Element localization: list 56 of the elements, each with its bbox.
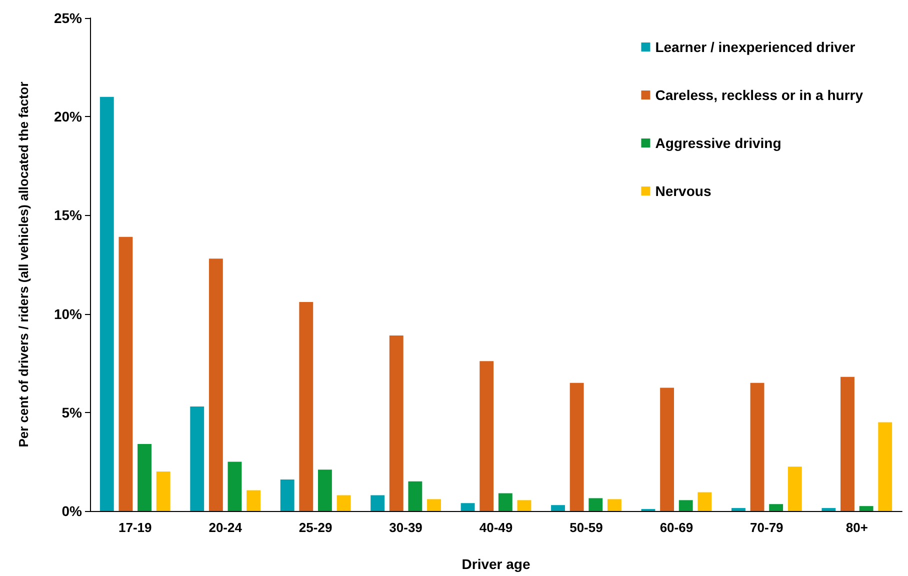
bar: [118, 236, 133, 511]
bar: [480, 361, 494, 511]
x-tick-label: 20-24: [208, 520, 243, 535]
bar: [678, 500, 693, 511]
bar: [607, 499, 622, 511]
y-axis-title: Per cent of drivers / riders (all vehicles) allocated the factor: [16, 82, 31, 448]
x-axis-title: Driver age: [462, 556, 530, 572]
legend-label: Aggressive driving: [655, 135, 782, 151]
bar: [138, 444, 152, 511]
bar: [498, 493, 512, 511]
bar: [299, 302, 314, 511]
x-tick-label: 17-19: [118, 520, 152, 535]
bar: [427, 499, 441, 511]
bar: [246, 490, 261, 511]
y-tick-label: 0%: [62, 503, 83, 519]
bar: [280, 479, 294, 511]
bar: [370, 495, 385, 511]
bar: [660, 388, 674, 511]
bar: [840, 376, 854, 511]
bar: [859, 506, 874, 511]
bar: [517, 500, 532, 511]
bar: [336, 495, 351, 511]
x-tick-label: 70-79: [750, 520, 784, 535]
x-tick-label: 30-39: [389, 520, 422, 535]
bar: [460, 503, 475, 511]
bar: [228, 462, 242, 511]
y-tick-label: 10%: [54, 306, 83, 322]
bar: [822, 508, 836, 511]
y-tick-label: 20%: [54, 108, 83, 125]
bar: [731, 508, 746, 511]
legend-label: Learner / inexperienced driver: [655, 39, 856, 55]
bar: [208, 258, 223, 511]
bar: [389, 335, 404, 511]
bar: [190, 406, 204, 511]
legend-label: Careless, reckless or in a hurry: [655, 87, 864, 103]
bar: [698, 492, 712, 511]
bar: [788, 466, 802, 511]
bar: [750, 382, 764, 511]
x-tick-label: 60-69: [660, 520, 694, 535]
bar: [878, 422, 892, 511]
bar: [769, 504, 784, 511]
x-tick-label: 25-29: [298, 520, 332, 535]
x-tick-label: 40-49: [479, 520, 513, 535]
bar: [551, 505, 565, 511]
bar: [408, 481, 422, 511]
bar: [318, 470, 332, 511]
bar: [156, 472, 170, 511]
y-tick-label: 5%: [62, 404, 83, 420]
y-tick-label: 15%: [54, 207, 83, 224]
x-tick-label: 50-59: [570, 520, 603, 535]
bar: [588, 498, 603, 511]
legend-label: Nervous: [655, 183, 712, 199]
y-tick-label: 25%: [54, 10, 83, 26]
bar: [100, 96, 114, 511]
bar: [570, 382, 584, 511]
x-tick-label: 80+: [846, 520, 868, 535]
